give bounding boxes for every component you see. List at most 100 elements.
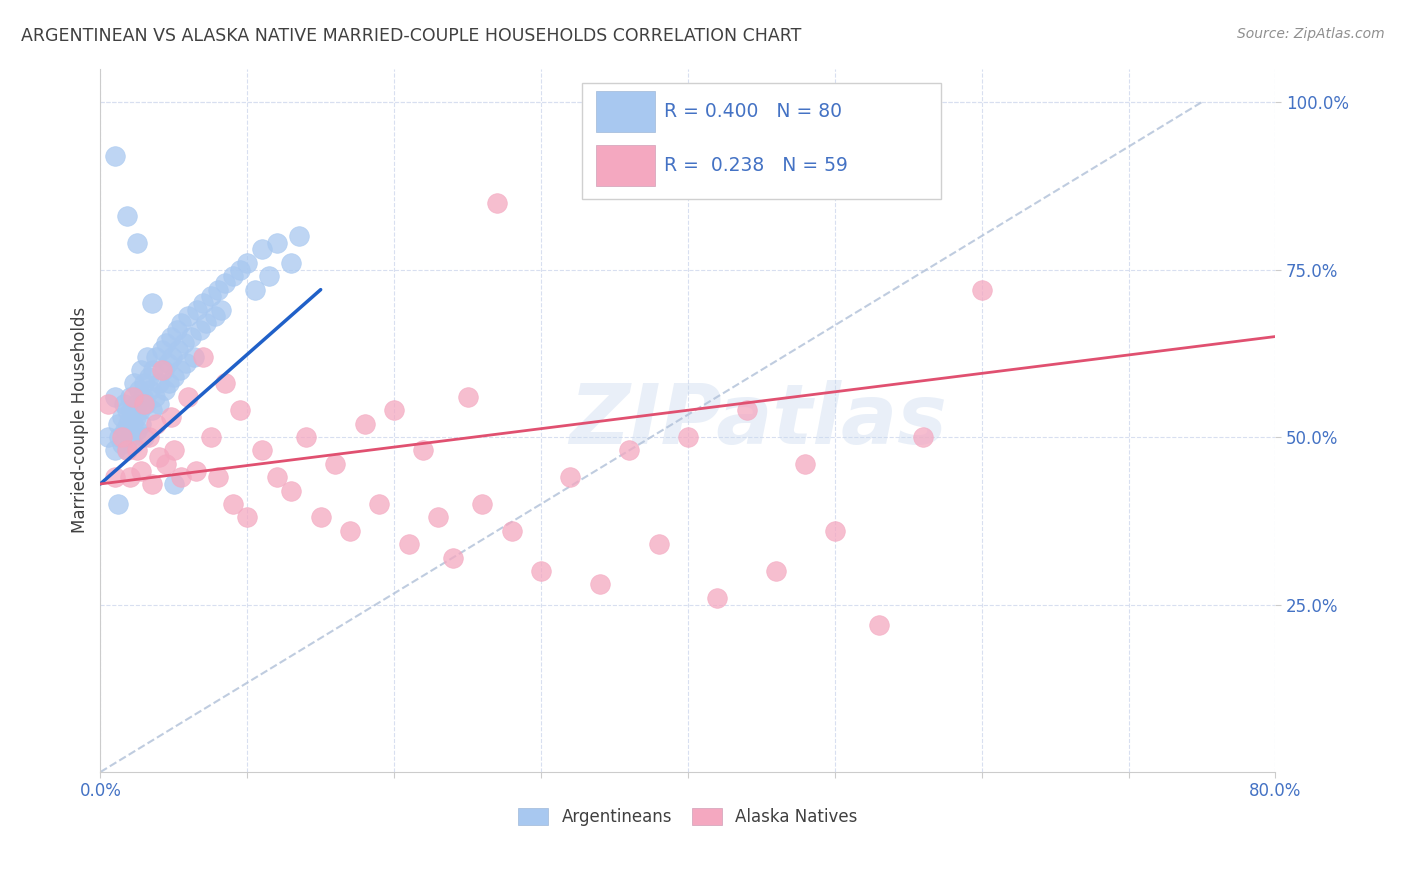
Point bbox=[134, 396, 156, 410]
Point bbox=[97, 396, 120, 410]
Point bbox=[131, 464, 153, 478]
Point bbox=[108, 430, 131, 444]
Point bbox=[148, 396, 170, 410]
Point bbox=[141, 296, 163, 310]
Point bbox=[617, 443, 640, 458]
Point bbox=[221, 269, 243, 284]
Point bbox=[160, 329, 183, 343]
Point bbox=[188, 323, 211, 337]
Point bbox=[163, 369, 186, 384]
Point bbox=[134, 430, 156, 444]
Point bbox=[104, 443, 127, 458]
Point bbox=[155, 457, 177, 471]
Point bbox=[353, 417, 375, 431]
Point bbox=[122, 376, 145, 391]
Point bbox=[150, 343, 173, 357]
Text: ZIPatlas: ZIPatlas bbox=[569, 380, 948, 461]
Point bbox=[121, 436, 143, 450]
Point bbox=[183, 350, 205, 364]
Point bbox=[765, 564, 787, 578]
Point bbox=[132, 390, 155, 404]
Point bbox=[193, 296, 215, 310]
Point bbox=[204, 310, 226, 324]
Point bbox=[125, 396, 148, 410]
Point bbox=[170, 470, 193, 484]
Point bbox=[104, 470, 127, 484]
Point bbox=[530, 564, 553, 578]
Point bbox=[128, 383, 150, 397]
Point bbox=[163, 443, 186, 458]
Point bbox=[280, 256, 302, 270]
Point bbox=[111, 409, 134, 424]
Point bbox=[706, 591, 728, 605]
Point bbox=[115, 403, 138, 417]
Point bbox=[200, 430, 222, 444]
Point bbox=[173, 336, 195, 351]
Point bbox=[180, 329, 202, 343]
Point bbox=[118, 470, 141, 484]
Point bbox=[676, 430, 699, 444]
Point bbox=[138, 430, 160, 444]
Point bbox=[229, 262, 252, 277]
Point bbox=[152, 363, 174, 377]
Legend: Argentineans, Alaska Natives: Argentineans, Alaska Natives bbox=[510, 799, 866, 834]
Point bbox=[177, 390, 200, 404]
Point bbox=[209, 302, 232, 317]
Point bbox=[195, 316, 218, 330]
Point bbox=[970, 283, 993, 297]
Point bbox=[143, 390, 166, 404]
Point bbox=[150, 363, 173, 377]
Point bbox=[250, 443, 273, 458]
Point bbox=[295, 430, 318, 444]
Point bbox=[107, 417, 129, 431]
Text: R =  0.238   N = 59: R = 0.238 N = 59 bbox=[665, 156, 848, 175]
Point bbox=[112, 396, 135, 410]
Point bbox=[647, 537, 669, 551]
Point bbox=[259, 269, 281, 284]
Point bbox=[170, 316, 193, 330]
Point bbox=[166, 323, 188, 337]
Point bbox=[129, 403, 152, 417]
Point bbox=[501, 524, 523, 538]
Point bbox=[148, 450, 170, 464]
Point bbox=[115, 443, 138, 458]
Point bbox=[157, 376, 180, 391]
Point bbox=[125, 423, 148, 437]
Point bbox=[104, 148, 127, 162]
Point bbox=[134, 376, 156, 391]
Point bbox=[911, 430, 934, 444]
Point bbox=[141, 477, 163, 491]
Point bbox=[309, 510, 332, 524]
Y-axis label: Married-couple Households: Married-couple Households bbox=[72, 307, 89, 533]
Point bbox=[142, 363, 165, 377]
Point bbox=[162, 350, 184, 364]
Point bbox=[221, 497, 243, 511]
Point bbox=[121, 390, 143, 404]
Point bbox=[145, 350, 167, 364]
FancyBboxPatch shape bbox=[596, 91, 655, 132]
Point bbox=[794, 457, 817, 471]
Point bbox=[163, 477, 186, 491]
Point bbox=[148, 376, 170, 391]
FancyBboxPatch shape bbox=[582, 83, 941, 199]
Point bbox=[214, 376, 236, 391]
Point bbox=[325, 457, 347, 471]
Text: R = 0.400   N = 80: R = 0.400 N = 80 bbox=[665, 102, 842, 121]
Point bbox=[115, 443, 138, 458]
Point bbox=[141, 403, 163, 417]
Point bbox=[139, 383, 162, 397]
Point bbox=[868, 617, 890, 632]
Point bbox=[200, 289, 222, 303]
Point bbox=[131, 363, 153, 377]
Point bbox=[236, 256, 259, 270]
Point bbox=[207, 470, 229, 484]
Point bbox=[111, 430, 134, 444]
Point bbox=[160, 409, 183, 424]
Point bbox=[155, 336, 177, 351]
Point bbox=[485, 195, 508, 210]
Point bbox=[138, 369, 160, 384]
Point bbox=[398, 537, 420, 551]
Point bbox=[115, 209, 138, 223]
Point bbox=[214, 276, 236, 290]
Point bbox=[560, 470, 582, 484]
